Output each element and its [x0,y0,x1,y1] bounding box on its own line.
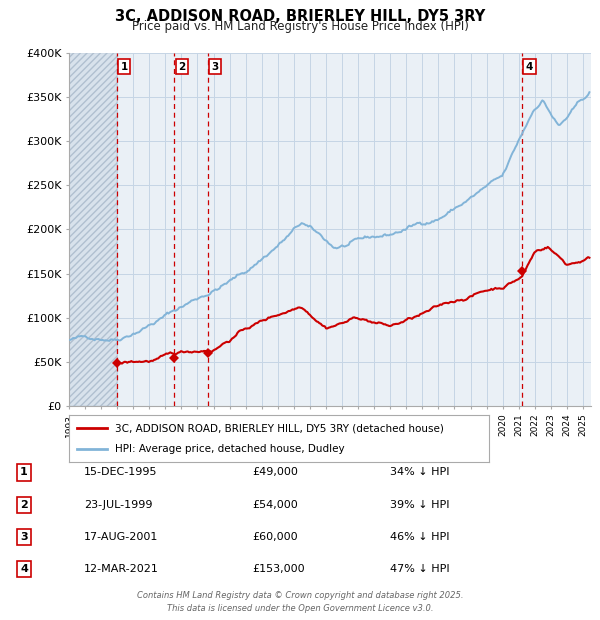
Text: 3C, ADDISON ROAD, BRIERLEY HILL, DY5 3RY: 3C, ADDISON ROAD, BRIERLEY HILL, DY5 3RY [115,9,485,24]
Text: 17-AUG-2001: 17-AUG-2001 [84,532,158,542]
Text: 3C, ADDISON ROAD, BRIERLEY HILL, DY5 3RY (detached house): 3C, ADDISON ROAD, BRIERLEY HILL, DY5 3RY… [115,423,444,433]
Text: 4: 4 [526,61,533,71]
Text: 39% ↓ HPI: 39% ↓ HPI [390,500,449,510]
Text: 2: 2 [178,61,185,71]
Text: £153,000: £153,000 [252,564,305,574]
Bar [69,53,116,406]
Text: 12-MAR-2021: 12-MAR-2021 [84,564,159,574]
Text: 34% ↓ HPI: 34% ↓ HPI [390,467,449,477]
Text: 1: 1 [20,467,28,477]
Text: 23-JUL-1999: 23-JUL-1999 [84,500,152,510]
Text: £54,000: £54,000 [252,500,298,510]
Text: Price paid vs. HM Land Registry's House Price Index (HPI): Price paid vs. HM Land Registry's House … [131,20,469,33]
Text: Contains HM Land Registry data © Crown copyright and database right 2025.
This d: Contains HM Land Registry data © Crown c… [137,591,463,613]
Text: 47% ↓ HPI: 47% ↓ HPI [390,564,449,574]
Text: 2: 2 [20,500,28,510]
Text: 4: 4 [20,564,28,574]
Text: 15-DEC-1995: 15-DEC-1995 [84,467,157,477]
Text: £49,000: £49,000 [252,467,298,477]
Bar [69,53,116,406]
Text: £60,000: £60,000 [252,532,298,542]
Text: 3: 3 [212,61,219,71]
Text: 46% ↓ HPI: 46% ↓ HPI [390,532,449,542]
Text: 3: 3 [20,532,28,542]
Text: HPI: Average price, detached house, Dudley: HPI: Average price, detached house, Dudl… [115,444,345,454]
Text: 1: 1 [121,61,128,71]
